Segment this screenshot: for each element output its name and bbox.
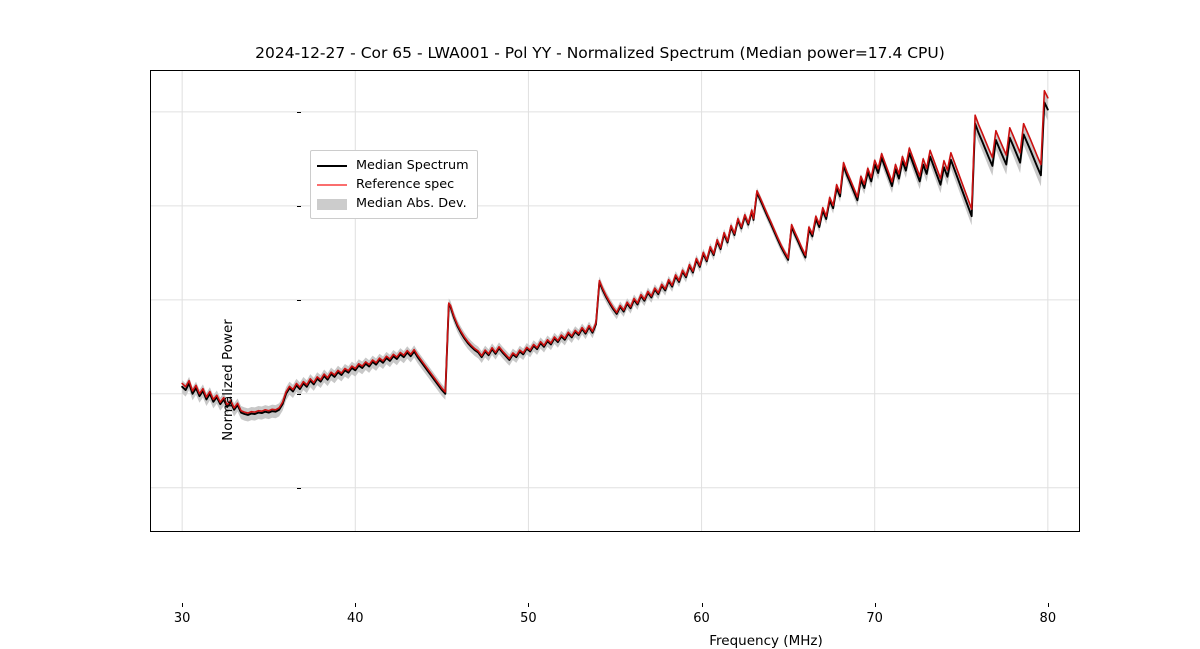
legend-label-median-abs-dev: Median Abs. Dev. [356, 196, 467, 211]
legend-key-line-icon [317, 178, 347, 192]
y-tick-mark [297, 487, 301, 489]
chart-legend: Median Spectrum Reference spec Median Ab… [310, 150, 478, 219]
x-tick-label: 60 [693, 611, 710, 626]
reference-spec-line [181, 89, 1049, 414]
x-tick-mark [355, 603, 357, 607]
x-tick-label: 40 [347, 611, 364, 626]
x-tick-mark [701, 603, 703, 607]
x-axis-label: Frequency (MHz) [709, 633, 823, 649]
legend-item-reference-spec: Reference spec [317, 175, 469, 194]
legend-label-median-spectrum: Median Spectrum [356, 158, 469, 173]
x-tick-mark [874, 603, 876, 607]
x-tick-label: 50 [520, 611, 537, 626]
plot-clip [151, 71, 1079, 531]
legend-key-patch-icon [317, 197, 347, 211]
spectrum-plot [151, 71, 1079, 531]
median-abs-dev-band [182, 91, 1048, 422]
x-tick-mark [528, 603, 530, 607]
y-axis-label: Normalized Power [220, 319, 236, 441]
figure-canvas: 2024-12-27 - Cor 65 - LWA001 - Pol YY - … [150, 44, 1080, 649]
grid-lines [151, 71, 1079, 531]
chart-title: 2024-12-27 - Cor 65 - LWA001 - Pol YY - … [255, 44, 945, 62]
y-tick-mark [297, 111, 301, 113]
x-tick-label: 70 [866, 611, 883, 626]
legend-item-median-abs-dev: Median Abs. Dev. [317, 194, 469, 213]
plot-area: Median Spectrum Reference spec Median Ab… [150, 70, 1080, 649]
legend-label-reference-spec: Reference spec [356, 177, 455, 192]
median-spectrum-line [181, 101, 1049, 416]
x-tick-label: 80 [1039, 611, 1057, 626]
legend-item-median-spectrum: Median Spectrum [317, 156, 469, 175]
x-tick-mark [1047, 603, 1049, 607]
y-tick-mark [297, 393, 301, 395]
legend-key-line-icon [317, 159, 347, 173]
x-tick-label: 30 [173, 611, 191, 626]
y-tick-mark [297, 205, 301, 207]
x-tick-mark [182, 603, 184, 607]
y-tick-mark [297, 299, 301, 301]
